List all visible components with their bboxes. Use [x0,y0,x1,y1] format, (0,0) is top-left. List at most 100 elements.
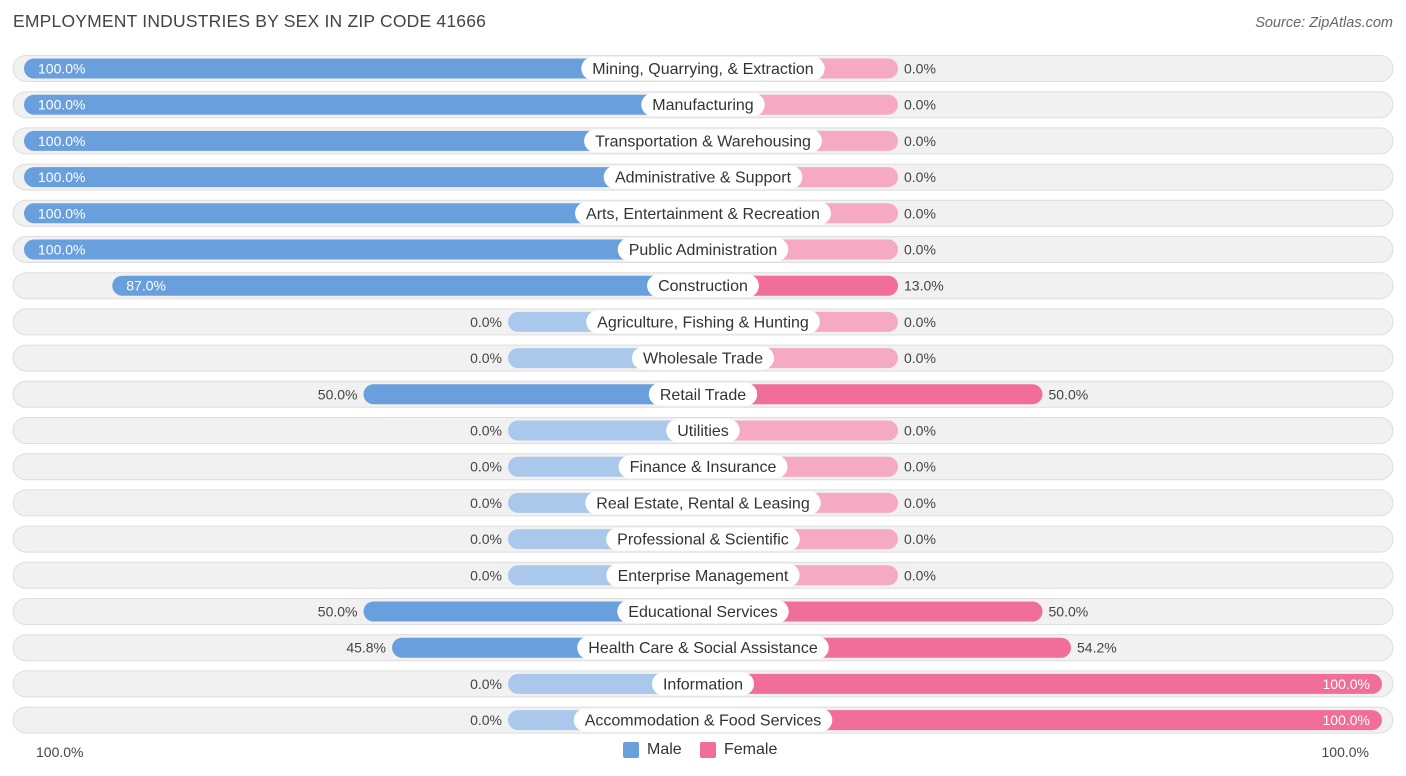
axis-label-left: 100.0% [36,744,84,760]
category-pill [648,382,758,406]
bar-female[interactable] [703,601,1043,622]
category-pill [618,455,788,479]
value-label-female: 0.0% [904,531,936,547]
bar-male[interactable] [24,94,703,115]
bar-male[interactable] [24,239,703,260]
category-pill [617,238,789,261]
legend-label-female: Female [724,741,778,758]
category-label: Mining, Quarrying, & Extraction [592,61,813,78]
category-pill [666,419,740,442]
category-pill [617,600,789,623]
value-label-female: 0.0% [904,423,936,439]
value-label-female: 0.0% [904,459,936,475]
category-pill [584,129,822,153]
chart-row: 100.0% 0.0% Public Administration [12,236,1394,263]
category-pill [603,165,803,189]
category-pill [651,672,755,696]
value-label-male: 100.0% [38,205,85,221]
bar-male[interactable] [24,58,703,79]
chart-row: 0.0% 0.0% Finance & Insurance [12,453,1394,481]
chart-title: EMPLOYMENT INDUSTRIES BY SEX IN ZIP CODE… [13,11,487,31]
category-label: Utilities [677,423,729,440]
value-label-female: 0.0% [904,133,936,149]
bar-male[interactable] [363,384,704,405]
value-label-male: 50.0% [318,386,358,402]
legend-item-male[interactable]: Male [623,741,682,759]
value-label-male: 0.0% [470,314,502,330]
value-label-male: 0.0% [470,567,502,583]
category-label: Public Administration [629,242,778,259]
chart-row: 100.0% 0.0% Administrative & Support [12,163,1394,191]
bar-male[interactable] [508,420,703,441]
value-label-female: 54.2% [1077,640,1117,656]
category-pill [581,57,825,80]
value-label-male: 0.0% [470,350,502,366]
category-pill [573,708,833,732]
category-label: Arts, Entertainment & Recreation [586,206,820,223]
diverging-bar-chart: 100.0% 0.0% Mining, Quarrying, & Extractio… [12,55,1394,734]
bar-female[interactable] [703,420,898,441]
category-label: Real Estate, Rental & Leasing [596,495,809,512]
category-pill [606,527,800,551]
legend-swatch-male [623,742,639,758]
value-label-female: 0.0% [904,242,936,258]
value-label-female: 50.0% [1049,386,1089,402]
chart-row: 100.0% 0.0% Transportation & Warehousing [12,127,1394,155]
chart-row: 0.0% 0.0% Wholesale Trade [12,344,1394,372]
chart-row: 100.0% 0.0% Mining, Quarrying, & Extractio… [12,55,1394,82]
chart-row: 50.0% 50.0% Educational Services [12,598,1394,625]
category-label: Enterprise Management [618,568,789,585]
value-label-female: 0.0% [904,567,936,583]
category-label: Accommodation & Food Services [585,713,822,730]
chart-row: 0.0% 0.0% Enterprise Management [12,561,1394,589]
bar-female[interactable] [703,710,1382,731]
value-label-female: 0.0% [904,97,936,113]
bar-female[interactable] [703,384,1043,405]
category-label: Manufacturing [652,97,753,114]
category-pill [575,201,831,225]
legend-item-female[interactable]: Female [700,741,777,759]
bar-male[interactable] [363,601,704,622]
value-label-male: 0.0% [470,423,502,439]
chart-row: 100.0% 0.0% Manufacturing [12,91,1394,119]
value-label-male: 0.0% [470,459,502,475]
axis-label-right: 100.0% [1321,744,1369,760]
value-label-female: 0.0% [904,205,936,221]
category-label: Finance & Insurance [630,459,777,476]
legend-label-male: Male [647,741,682,758]
value-label-male: 45.8% [346,640,386,656]
chart-row: 87.0% 13.0% Construction [12,272,1394,300]
chart-row: 0.0% 0.0% Professional & Scientific [12,525,1394,553]
value-label-female: 100.0% [1323,676,1370,692]
category-pill [577,636,829,660]
bar-male[interactable] [24,203,703,224]
value-label-female: 13.0% [904,278,944,294]
category-pill [586,310,820,334]
value-label-male: 100.0% [38,133,85,149]
value-label-female: 0.0% [904,61,936,77]
category-label: Transportation & Warehousing [595,133,811,150]
value-label-female: 0.0% [904,169,936,185]
value-label-male: 50.0% [318,604,358,620]
category-label: Information [663,676,743,693]
value-label-female: 0.0% [904,314,936,330]
category-label: Professional & Scientific [617,532,789,549]
chart-row: 45.8% 54.2% Health Care & Social Assistanc… [12,634,1394,662]
bar-male[interactable] [24,167,703,188]
chart-row: 0.0% 0.0% Real Estate, Rental & Leasing [12,489,1394,517]
chart-row: 100.0% 0.0% Arts, Entertainment & Recreati… [12,199,1394,227]
chart-row: 0.0% 0.0% Agriculture, Fishing & Hunting [12,308,1394,336]
bar-male[interactable] [112,275,703,296]
value-label-male: 100.0% [38,61,85,77]
value-label-female: 0.0% [904,495,936,511]
category-label: Health Care & Social Assistance [588,640,818,657]
value-label-male: 0.0% [470,712,502,728]
legend-swatch-female [700,742,716,758]
bar-male[interactable] [24,130,703,151]
source-note: Source: ZipAtlas.com [1255,15,1393,31]
category-label: Agriculture, Fishing & Hunting [597,314,809,331]
value-label-male: 0.0% [470,676,502,692]
category-label: Construction [658,278,748,295]
bar-female[interactable] [703,673,1382,694]
category-pill [631,346,775,370]
